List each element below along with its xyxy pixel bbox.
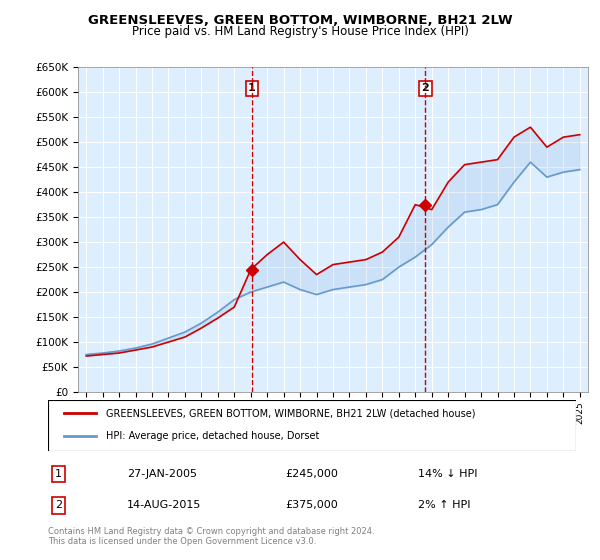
Text: Contains HM Land Registry data © Crown copyright and database right 2024.
This d: Contains HM Land Registry data © Crown c… (48, 526, 374, 546)
Text: HPI: Average price, detached house, Dorset: HPI: Average price, detached house, Dors… (106, 431, 319, 441)
Text: 14% ↓ HPI: 14% ↓ HPI (418, 469, 477, 479)
Text: £375,000: £375,000 (286, 501, 338, 510)
Text: £245,000: £245,000 (286, 469, 338, 479)
Text: Price paid vs. HM Land Registry's House Price Index (HPI): Price paid vs. HM Land Registry's House … (131, 25, 469, 38)
Text: 2% ↑ HPI: 2% ↑ HPI (418, 501, 470, 510)
Text: 2: 2 (55, 501, 62, 510)
Text: 27-JAN-2005: 27-JAN-2005 (127, 469, 197, 479)
Text: 2: 2 (422, 83, 430, 94)
Text: GREENSLEEVES, GREEN BOTTOM, WIMBORNE, BH21 2LW: GREENSLEEVES, GREEN BOTTOM, WIMBORNE, BH… (88, 14, 512, 27)
FancyBboxPatch shape (48, 400, 576, 451)
Text: 14-AUG-2015: 14-AUG-2015 (127, 501, 202, 510)
Text: GREENSLEEVES, GREEN BOTTOM, WIMBORNE, BH21 2LW (detached house): GREENSLEEVES, GREEN BOTTOM, WIMBORNE, BH… (106, 408, 476, 418)
Text: 1: 1 (55, 469, 62, 479)
Text: 1: 1 (248, 83, 256, 94)
